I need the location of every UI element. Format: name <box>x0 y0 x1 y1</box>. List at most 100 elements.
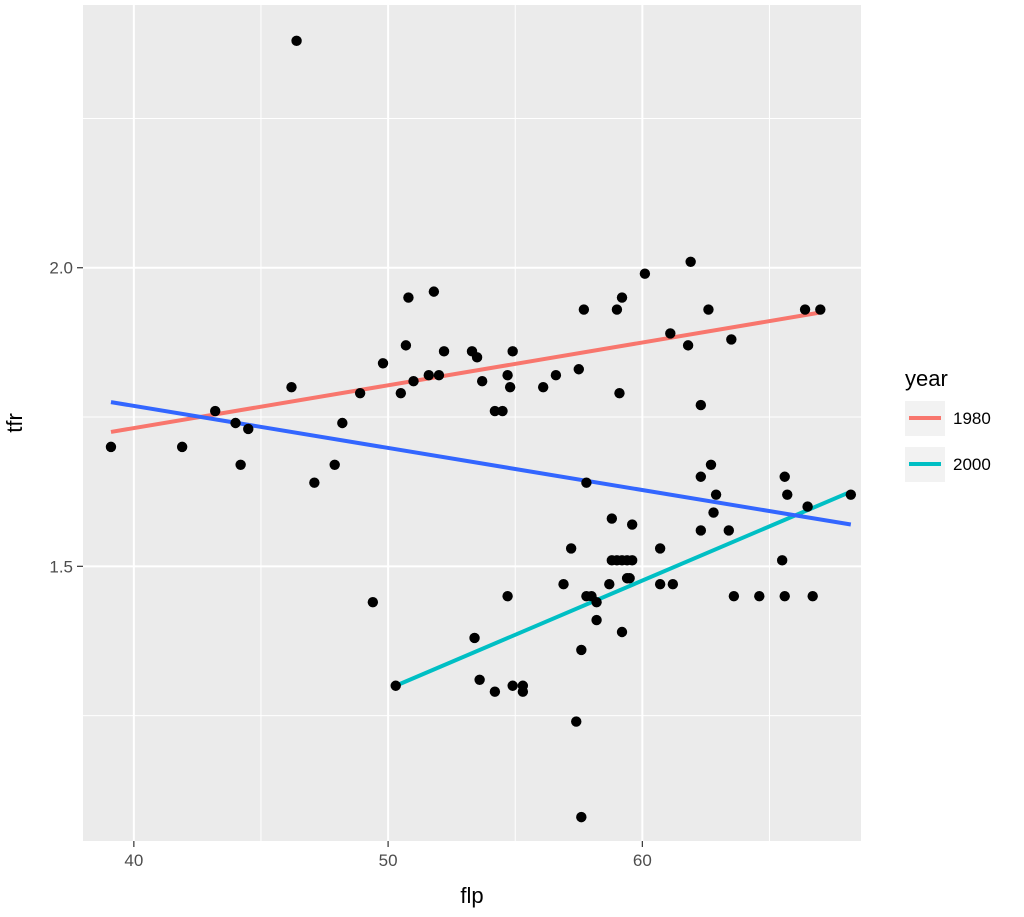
data-point <box>550 370 562 381</box>
fit-line-1980 <box>110 310 821 434</box>
data-point <box>537 381 549 393</box>
data-point <box>329 459 340 470</box>
data-point <box>474 674 485 685</box>
data-point <box>695 399 707 411</box>
data-point <box>705 459 717 470</box>
data-point <box>469 632 480 644</box>
legend-label: 1980 <box>953 409 991 428</box>
data-point <box>243 423 254 435</box>
fit-line-2000 <box>394 489 852 688</box>
data-point <box>799 304 811 315</box>
data-point <box>438 346 450 357</box>
data-point <box>558 579 569 590</box>
data-point <box>591 596 602 608</box>
data-point <box>235 459 246 470</box>
data-point <box>423 370 434 381</box>
data-point <box>210 405 221 417</box>
legend-label: 2000 <box>953 455 991 474</box>
data-point <box>337 417 348 429</box>
data-point <box>576 811 587 823</box>
data-point <box>708 507 719 518</box>
data-point <box>614 387 625 399</box>
data-point <box>403 292 414 303</box>
data-point <box>726 334 737 345</box>
data-point <box>504 381 516 393</box>
data-point <box>604 579 615 590</box>
data-point <box>710 489 722 500</box>
data-point <box>626 519 638 530</box>
data-point <box>779 590 790 602</box>
data-point <box>802 501 813 512</box>
data-point <box>754 590 765 602</box>
legend: year 1980 2000 <box>905 366 991 482</box>
data-point <box>639 268 651 279</box>
data-point <box>616 292 628 303</box>
data-point <box>695 525 707 536</box>
y-tick-label: 2.0 <box>49 259 73 278</box>
data-point <box>176 441 188 453</box>
data-point <box>695 471 707 482</box>
data-point <box>517 686 529 697</box>
data-point <box>611 304 623 315</box>
data-point <box>728 590 740 602</box>
data-point <box>489 405 501 417</box>
data-point <box>815 304 826 315</box>
data-point <box>591 614 602 626</box>
data-point <box>565 543 577 554</box>
x-axis-title: flp <box>460 883 483 908</box>
data-point <box>354 387 366 399</box>
data-point <box>502 370 513 381</box>
data-point <box>291 35 302 47</box>
data-point <box>395 387 407 399</box>
data-point <box>497 405 508 417</box>
data-point <box>489 686 501 697</box>
data-points <box>105 35 857 823</box>
axes: 40 50 60 1.5 2.0 <box>49 259 651 870</box>
data-point <box>367 596 379 608</box>
data-point <box>571 716 582 727</box>
data-point <box>576 644 587 656</box>
legend-title: year <box>905 366 948 391</box>
data-point <box>581 477 592 488</box>
data-point <box>682 340 694 351</box>
legend-entry-2000: 2000 <box>905 447 991 482</box>
legend-entry-1980: 1980 <box>905 401 991 436</box>
data-point <box>578 304 590 315</box>
data-point <box>476 376 488 387</box>
data-point <box>428 286 440 297</box>
data-point <box>685 256 696 267</box>
data-point <box>471 352 483 363</box>
panel-background <box>83 5 861 841</box>
data-point <box>626 555 638 566</box>
data-point <box>665 328 676 339</box>
major-gridlines <box>83 5 861 841</box>
data-point <box>573 364 584 375</box>
data-point <box>807 590 818 602</box>
data-point <box>723 525 734 536</box>
data-point <box>309 477 320 488</box>
data-point <box>105 441 117 453</box>
data-point <box>502 590 513 602</box>
data-point <box>408 376 419 387</box>
data-point <box>286 381 297 393</box>
data-point <box>624 573 635 584</box>
data-point <box>845 489 857 500</box>
x-tick-label: 50 <box>379 851 398 870</box>
y-tick-label: 1.5 <box>49 557 73 576</box>
data-point <box>667 579 679 590</box>
data-point <box>507 346 518 357</box>
data-point <box>390 680 401 691</box>
data-point <box>433 370 445 381</box>
y-axis-title: tfr <box>2 413 27 433</box>
data-point <box>654 579 666 590</box>
x-tick-label: 40 <box>124 851 143 870</box>
minor-gridlines <box>83 5 861 841</box>
data-point <box>377 358 389 369</box>
data-point <box>776 555 788 566</box>
x-tick-label: 60 <box>633 851 652 870</box>
data-point <box>400 340 412 351</box>
data-point <box>782 489 793 500</box>
data-point <box>507 680 518 691</box>
data-point <box>230 417 241 429</box>
